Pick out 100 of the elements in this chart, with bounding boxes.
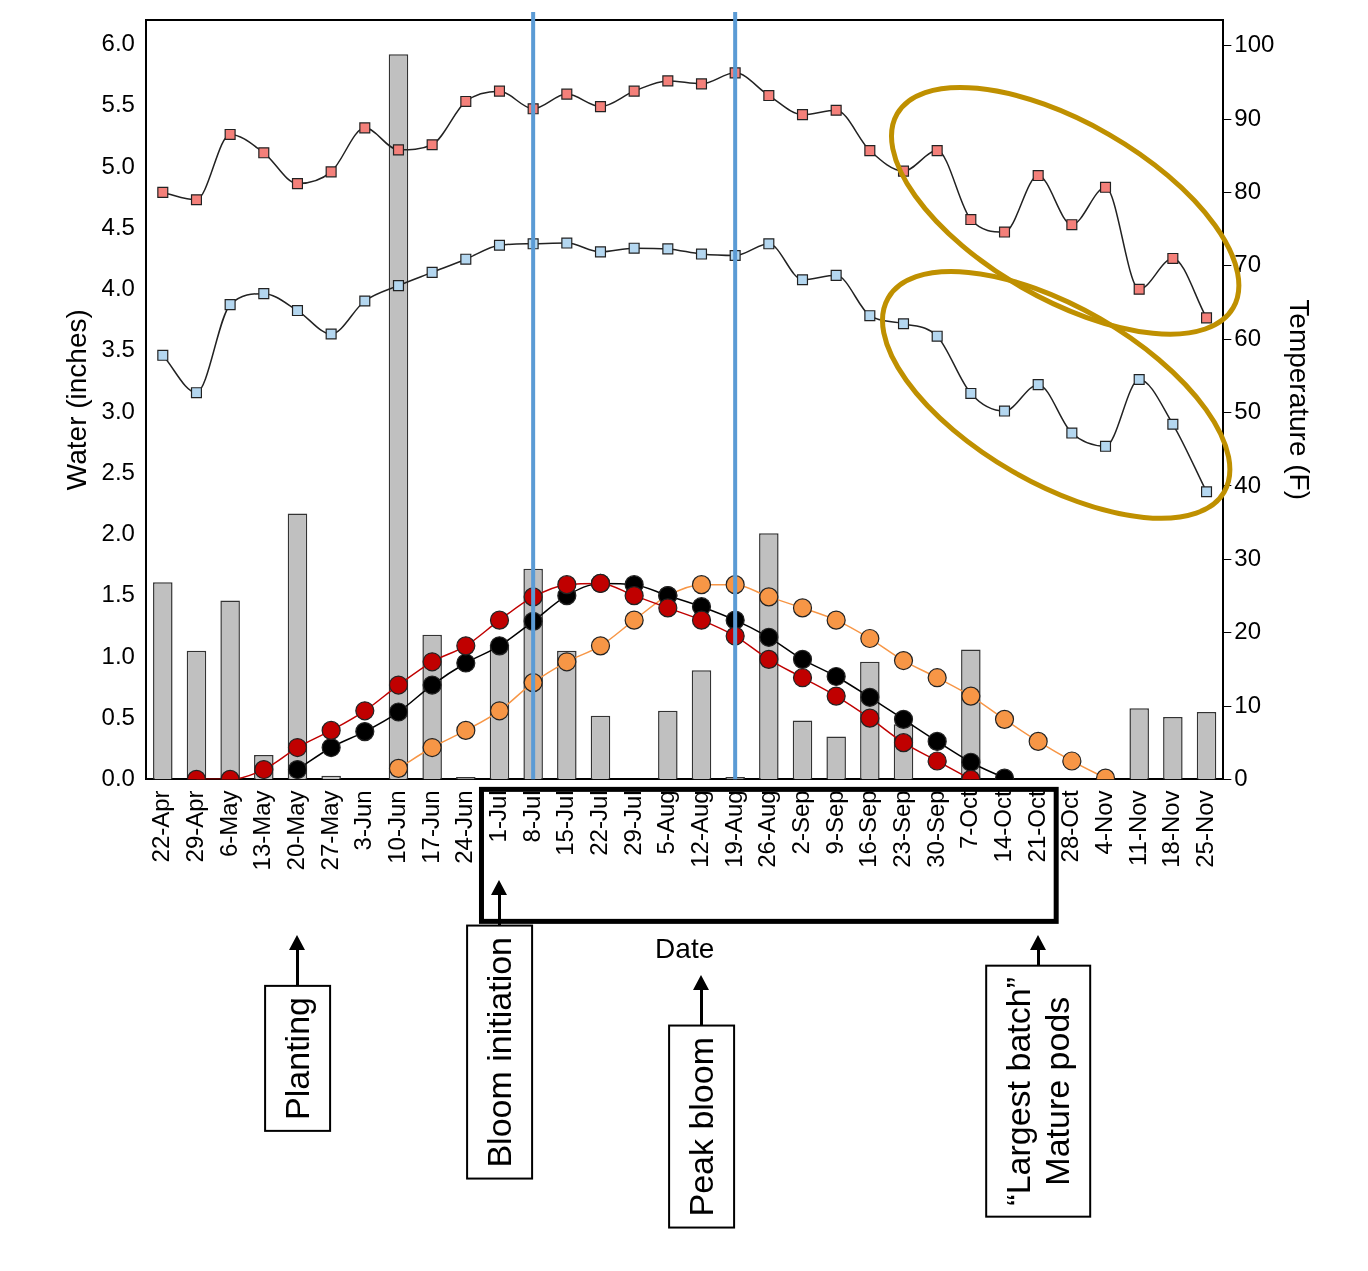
x-tick-label: 22-Apr — [147, 790, 175, 863]
x-tick-label: 16-Sep — [854, 790, 882, 868]
point — [456, 720, 476, 740]
point — [796, 274, 809, 286]
text: Planting — [263, 985, 332, 1132]
x-tick-label: 15-Jul — [551, 790, 579, 856]
x-tick-label: 10-Jun — [383, 790, 411, 864]
y-axis-title: Water (inches) — [60, 309, 92, 491]
point — [893, 733, 914, 753]
point — [1200, 312, 1213, 324]
point — [826, 686, 846, 706]
x-tick-label: 22-Jul — [585, 790, 613, 856]
point — [359, 295, 371, 307]
point — [287, 737, 308, 758]
y2-tick-label: 30 — [1234, 543, 1262, 571]
point — [1066, 427, 1078, 439]
point — [759, 649, 779, 669]
x-tick-label: 13-May — [248, 790, 276, 871]
y2-tick-label: 50 — [1234, 397, 1262, 425]
point — [1062, 751, 1082, 771]
y2-tick-label: 90 — [1234, 103, 1262, 131]
point — [662, 243, 674, 255]
point — [931, 330, 943, 342]
y-tick-label: 4.0 — [101, 274, 135, 302]
point — [998, 405, 1011, 417]
point — [860, 687, 880, 707]
point — [864, 145, 876, 157]
point — [388, 675, 409, 695]
x-tick-label: 4-Nov — [1090, 790, 1118, 855]
point — [493, 85, 506, 97]
point — [759, 627, 779, 647]
point — [830, 269, 842, 281]
y-tick-label: 0.0 — [101, 764, 135, 791]
y2-tick-label: 0 — [1234, 764, 1248, 791]
point — [893, 650, 914, 671]
point — [691, 575, 712, 595]
point — [388, 758, 409, 778]
point — [224, 299, 236, 311]
point — [392, 144, 405, 156]
point — [291, 304, 304, 317]
point — [590, 636, 611, 656]
point — [190, 194, 203, 206]
point — [965, 214, 977, 226]
point — [691, 610, 712, 630]
x-tick-label: 3-Jun — [349, 790, 377, 851]
point — [1133, 283, 1145, 295]
point — [557, 575, 577, 595]
point — [695, 248, 708, 260]
y-tick-label: 4.5 — [101, 212, 135, 240]
point — [927, 668, 947, 688]
point — [355, 722, 375, 742]
point — [422, 652, 442, 672]
point — [860, 628, 880, 649]
point — [291, 178, 304, 190]
point — [426, 139, 438, 151]
point — [1099, 181, 1112, 193]
x-tick-label: 26-Aug — [753, 790, 781, 868]
point — [190, 387, 203, 399]
point — [792, 649, 813, 669]
x-tick-label: 8-Jul — [517, 790, 545, 843]
point — [796, 109, 809, 121]
x-tick-label: 18-Nov — [1157, 790, 1185, 868]
point — [422, 675, 442, 695]
y-tick-label: 1.0 — [101, 641, 135, 669]
point — [931, 145, 943, 157]
point — [224, 128, 236, 141]
x-tick-label: 28-Oct — [1056, 790, 1084, 863]
point — [1133, 373, 1145, 386]
x-tick-label: 14-Oct — [989, 790, 1017, 863]
x-tick-label: 12-Aug — [686, 790, 714, 868]
point — [628, 85, 640, 97]
x-tick-label: 2-Sep — [787, 790, 815, 855]
y2-tick-label: 80 — [1234, 177, 1262, 205]
point — [456, 636, 476, 656]
point — [287, 759, 308, 780]
point — [763, 238, 775, 250]
point — [830, 104, 842, 116]
point — [897, 318, 910, 330]
x-tick-label: 6-May — [214, 790, 242, 858]
x-tick-label: 23-Sep — [888, 790, 916, 868]
point — [763, 90, 775, 102]
y2-axis-title: Temperature (F) — [1284, 299, 1316, 501]
point — [927, 751, 947, 771]
y-tick-label: 0.5 — [101, 702, 135, 730]
x-tick-label: 25-Nov — [1191, 790, 1219, 868]
x-tick-label: 5-Aug — [652, 790, 680, 855]
y-tick-label: 3.5 — [101, 335, 135, 363]
point — [662, 75, 674, 87]
point — [759, 587, 779, 607]
point — [258, 288, 270, 300]
point — [826, 610, 846, 630]
x-tick-label: 19-Aug — [719, 790, 747, 868]
x-tick-label: 7-Oct — [955, 790, 983, 850]
point — [792, 598, 813, 618]
x-tick-label: 27-May — [315, 790, 343, 871]
point — [1167, 252, 1179, 264]
point — [157, 186, 169, 198]
point — [792, 668, 813, 688]
point — [489, 701, 510, 721]
x-tick-label: 11-Nov — [1123, 790, 1151, 866]
